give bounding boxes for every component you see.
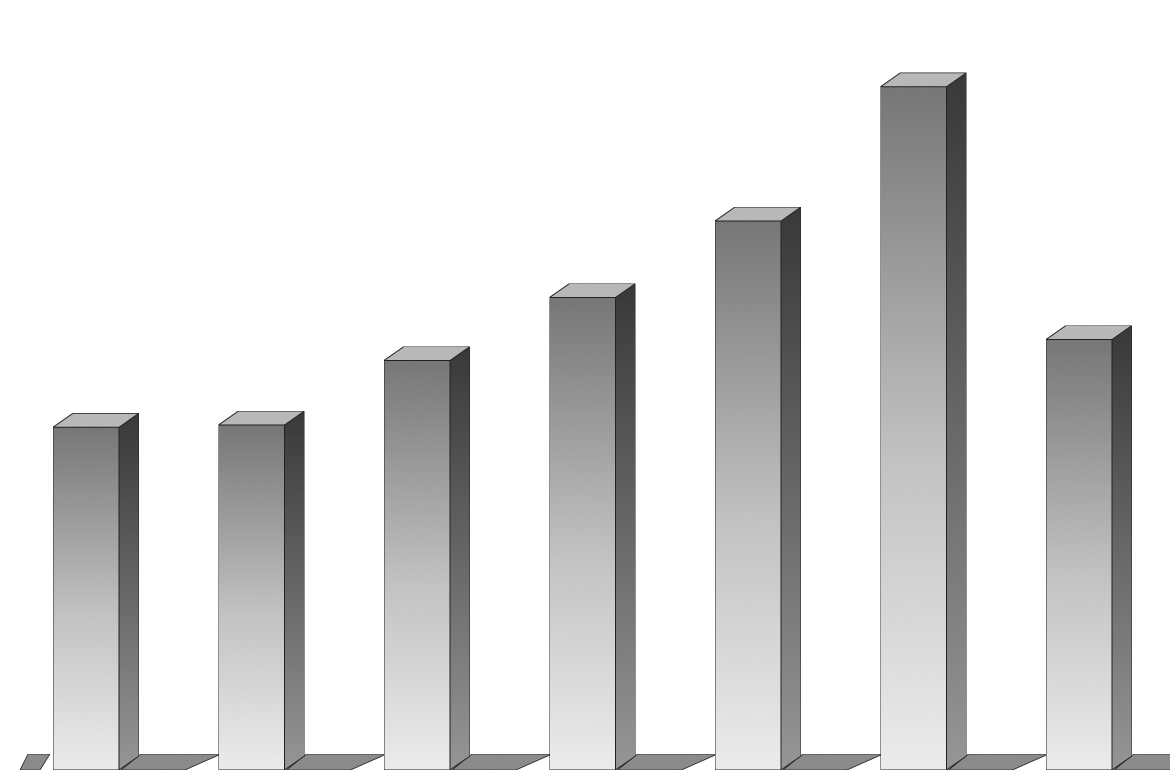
bar-side-face — [615, 282, 636, 771]
bar-4 — [547, 282, 718, 771]
bar-side-face — [284, 410, 305, 771]
bar-side-face — [449, 345, 471, 771]
bar-front-face — [52, 426, 120, 771]
bar-3 — [382, 345, 553, 771]
bar-front-face — [880, 86, 947, 771]
bar-front-face — [714, 220, 782, 771]
bar-side-face — [780, 206, 802, 771]
floor-shadow-leading — [19, 753, 51, 771]
bar-7 — [1044, 324, 1170, 771]
bar-1 — [51, 412, 222, 771]
bars-group — [19, 71, 1170, 771]
bar-side-face — [1111, 324, 1133, 771]
bar-side-face — [946, 71, 967, 771]
bar-side-face — [118, 412, 140, 771]
bar-front-face — [383, 360, 451, 771]
bar-front-face — [1045, 339, 1113, 771]
bar-2 — [216, 410, 387, 771]
bar-front-face — [549, 297, 616, 771]
bar-6 — [878, 71, 1049, 771]
bar-front-face — [218, 424, 285, 771]
bar-5 — [713, 206, 884, 771]
